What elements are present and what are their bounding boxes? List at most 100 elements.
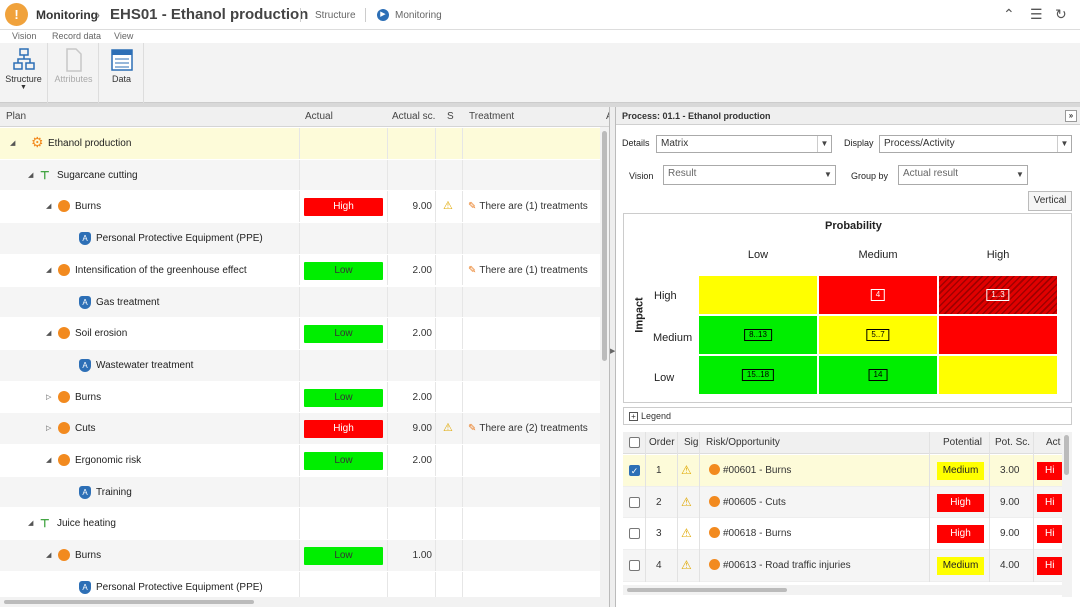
matrix-cell[interactable] [938,355,1058,395]
expand-icon[interactable]: + [629,412,638,421]
scroll-thumb[interactable] [602,131,607,361]
table-vertical-scrollbar[interactable] [1062,432,1072,597]
scroll-thumb[interactable] [4,600,254,604]
matrix-cell[interactable] [938,315,1058,355]
expand-toggle-icon[interactable]: ◢ [28,171,34,179]
collapse-panel-icon[interactable]: » [1065,110,1077,122]
expand-toggle-icon[interactable]: ◢ [46,330,52,338]
col-order[interactable]: Order [649,437,675,448]
panel-splitter[interactable]: ▶ [610,107,615,607]
details-select[interactable]: Matrix ▼ [656,135,832,153]
row-checkbox[interactable] [629,496,640,508]
groupby-select[interactable]: Actual result ▼ [898,165,1028,185]
matrix-cell-tag[interactable]: 15..18 [741,369,775,381]
chevron-down-icon[interactable]: ▼ [20,84,27,91]
breadcrumb-monitoring[interactable]: Monitoring [36,8,98,22]
risk-link[interactable]: #00613 - Road traffic injuries [723,560,851,572]
vision-select[interactable]: Result ▼ [663,165,836,185]
scroll-thumb[interactable] [1064,435,1069,475]
table-row[interactable]: ▷ Burns Low 2.00 [0,381,600,414]
expand-toggle-icon[interactable]: ▷ [46,393,52,401]
collapse-icon[interactable]: ⌃ [1003,6,1015,22]
expand-toggle-icon[interactable]: ▷ [46,425,52,433]
list-icon[interactable]: ☰ [1030,6,1043,22]
scroll-thumb[interactable] [627,588,787,592]
matrix-cell-tag[interactable]: 14 [868,369,888,381]
table-row[interactable]: A Training [0,476,600,509]
table-row[interactable]: A Personal Protective Equipment (PPE) [0,223,600,255]
table-row[interactable]: ◢ Burns High 9.00 ⚠ ✎ There are (1) treatments [0,191,600,224]
matrix-cell[interactable]: 1..3 [938,275,1058,315]
table-row[interactable]: ▷ Cuts High 9.00 ⚠ ✎ There are (2) treatments [0,413,600,445]
display-select[interactable]: Process/Activity ▼ [879,135,1072,153]
col-a[interactable]: A [606,111,609,122]
col-pot-score[interactable]: Pot. Sc. [995,437,1031,448]
tab-record-data[interactable]: Record data [52,31,102,41]
grid-vertical-scrollbar[interactable] [600,127,609,607]
matrix-cell-tag[interactable]: 4 [870,289,886,301]
column-divider [435,191,436,223]
matrix-cell-tag[interactable]: 8..13 [744,329,772,341]
row-checkbox[interactable] [629,528,640,540]
matrix-cell-tag[interactable]: 5..7 [866,329,890,341]
matrix-cell[interactable]: 5..7 [818,315,938,355]
grid-horizontal-scrollbar[interactable] [0,597,600,607]
col-plan[interactable]: Plan [6,111,27,122]
col-actual-score[interactable]: Actual sc. [392,111,436,122]
expand-toggle-icon[interactable]: ◢ [46,266,52,274]
table-row[interactable]: ◢ Intensification of the greenhouse effec… [0,254,600,287]
splitter-arrow-icon[interactable]: ▶ [610,348,616,355]
table-row[interactable]: ◢ ⊤ Sugarcane cutting [0,159,600,192]
col-sig[interactable]: Sig [684,437,699,448]
table-row[interactable]: ◢ ⊤ Juice heating [0,508,600,541]
table-horizontal-scrollbar[interactable] [623,585,1063,595]
expand-toggle-icon[interactable]: ◢ [10,140,16,147]
treatment-link[interactable]: ✎ There are (2) treatments [468,423,588,435]
col-risk[interactable]: Risk/Opportunity [706,437,780,448]
expand-toggle-icon[interactable]: ◢ [46,203,52,211]
col-actual[interactable]: Actual [305,111,333,122]
table-row[interactable]: ◢ Soil erosion Low 2.00 [0,318,600,350]
table-row[interactable]: ✓ 1 ⚠ #00601 - Burns Medium 3.00 Hi [623,455,1063,487]
matrix-cell[interactable]: 15..18 [698,355,818,395]
col-treatment[interactable]: Treatment [469,111,515,122]
structure-link[interactable]: Structure [315,10,356,21]
legend-bar[interactable]: + Legend [623,407,1072,425]
matrix-cell[interactable]: 14 [818,355,938,395]
row-checkbox[interactable]: ✓ [629,465,640,476]
table-row[interactable]: 2 ⚠ #00605 - Cuts High 9.00 Hi [623,486,1063,519]
data-button[interactable]: Data [100,43,144,103]
row-checkbox[interactable] [629,560,640,572]
treatment-link[interactable]: ✎ There are (1) treatments [468,264,588,276]
col-potential[interactable]: Potential [943,437,982,448]
table-row[interactable]: ◢ ⚙ Ethanol production [0,128,600,160]
matrix-cell[interactable]: 4 [818,275,938,315]
col-act[interactable]: Act [1046,437,1061,448]
tab-view[interactable]: View [114,31,134,41]
table-row[interactable]: A Gas treatment [0,286,600,319]
vertical-button[interactable]: Vertical [1028,191,1072,211]
col-s[interactable]: S [447,111,454,122]
expand-toggle-icon[interactable]: ◢ [46,552,52,560]
table-row[interactable]: A Wastewater treatment [0,349,600,382]
risk-link[interactable]: #00601 - Burns [723,465,792,476]
risk-link[interactable]: #00605 - Cuts [723,496,786,508]
risk-link[interactable]: #00618 - Burns [723,528,792,540]
app-logo-icon[interactable]: ! [5,3,28,26]
table-row[interactable]: 4 ⚠ #00613 - Road traffic injuries Medium 4.… [623,550,1063,582]
tab-vision[interactable]: Vision [12,31,37,41]
table-row[interactable]: 3 ⚠ #00618 - Burns High 9.00 Hi [623,518,1063,551]
expand-toggle-icon[interactable]: ◢ [28,520,34,528]
table-row[interactable]: ◢ Ergonomic risk Low 2.00 [0,445,600,477]
treatment-link[interactable]: ✎ There are (1) treatments [468,201,588,213]
matrix-cell-tag[interactable]: 1..3 [986,289,1010,301]
attributes-button[interactable]: Attributes [49,43,99,103]
table-row[interactable]: ◢ Burns Low 1.00 [0,540,600,572]
monitoring-link[interactable]: Monitoring [395,10,442,21]
select-all-checkbox[interactable] [629,437,640,448]
structure-button[interactable]: Structure ▼ [0,43,48,103]
refresh-icon[interactable]: ↻ [1055,6,1067,22]
expand-toggle-icon[interactable]: ◢ [46,457,52,464]
matrix-cell[interactable] [698,275,818,315]
matrix-cell[interactable]: 8..13 [698,315,818,355]
